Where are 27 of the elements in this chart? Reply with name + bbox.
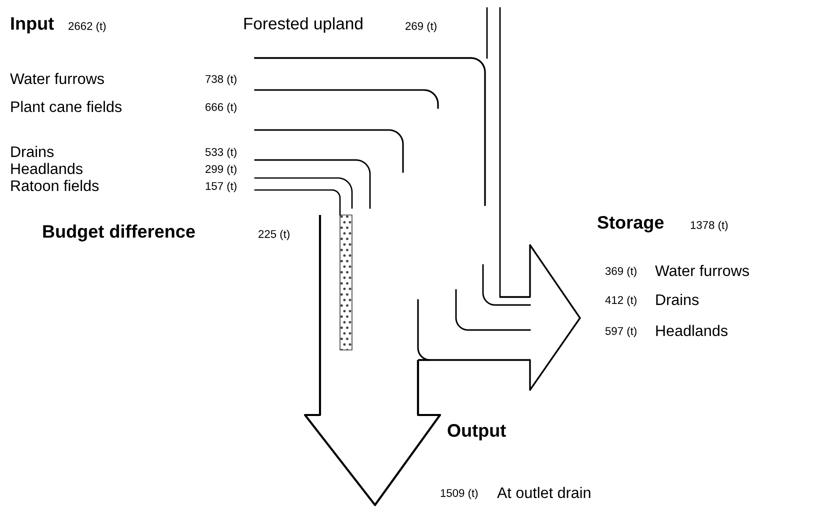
data-label: 412 (t) [605,296,636,306]
text: Storage [598,216,664,232]
category-label: Headlands [656,324,728,336]
data-label: 269 (t) [406,22,436,32]
category-label: Headlands [11,162,82,174]
category-label: Ratoon fields [11,180,99,192]
data-label: 1509 (t) [440,488,478,500]
category-label: Forested upland [244,17,362,33]
text: 2662 (t) [68,22,106,32]
category-label: Drains [656,294,699,306]
data-label: 369 (t) [605,266,636,278]
category-label: Plant cane fields [11,100,122,112]
data-label: 533 (t) [205,148,236,158]
category-label: Water furrows [655,264,749,276]
category-label: Water furrows [10,72,104,84]
category-label: Budget difference [43,224,195,242]
data-label: 299 (t) [206,164,236,176]
data-label: 738 (t) [206,74,236,86]
data-label: 666 (t) [206,102,236,114]
text: Input [11,17,54,34]
data-label: 225 (t) [258,230,290,240]
text: Output [448,424,506,440]
data-label: 157 (t) [206,182,236,192]
text: 1378 (t) [690,220,728,232]
category-label: Drains [11,146,54,158]
data-label: 597 (t) [605,326,636,338]
category-label: At outlet drain [497,486,590,498]
